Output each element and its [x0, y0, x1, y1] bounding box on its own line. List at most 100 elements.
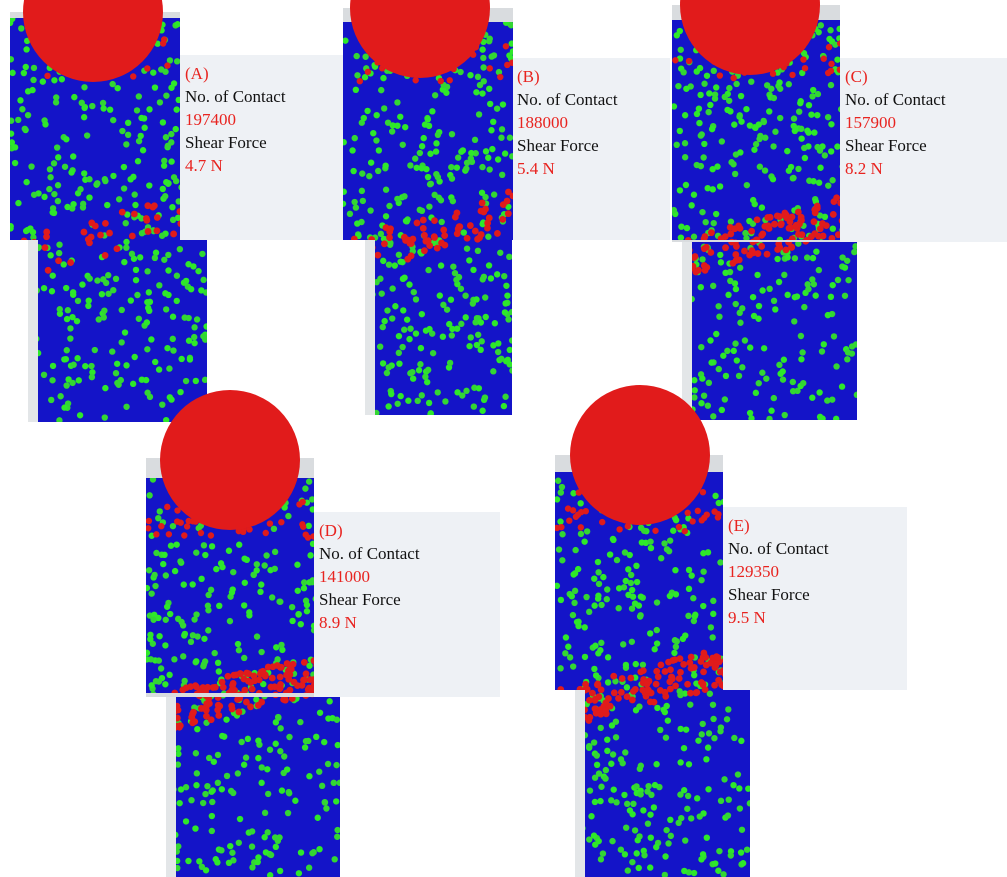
particle	[51, 160, 57, 166]
particle	[63, 285, 69, 291]
particle	[792, 128, 798, 134]
particle	[852, 243, 858, 249]
particle	[352, 297, 358, 303]
particle	[410, 375, 416, 381]
particle	[193, 611, 199, 617]
particle	[737, 320, 743, 326]
particle	[149, 730, 156, 737]
particle	[558, 597, 564, 603]
particle	[600, 574, 606, 580]
particle	[426, 123, 432, 129]
particle	[407, 370, 413, 376]
particle	[623, 662, 629, 668]
particle	[397, 114, 403, 120]
particle	[476, 385, 482, 391]
particle	[438, 78, 444, 84]
particle	[722, 270, 728, 276]
particle	[479, 90, 485, 96]
particle	[717, 728, 723, 734]
particle	[736, 257, 743, 264]
particle	[559, 531, 565, 537]
particle	[706, 730, 712, 736]
particle	[682, 154, 688, 160]
particle	[853, 341, 859, 347]
particle	[191, 334, 197, 340]
particle	[826, 44, 832, 50]
particle	[634, 850, 640, 856]
particle	[684, 681, 691, 688]
particle	[716, 848, 722, 854]
particle	[498, 356, 504, 362]
particle	[168, 396, 174, 402]
particle	[417, 150, 423, 156]
particle	[71, 94, 77, 100]
particle	[14, 331, 20, 337]
particle	[22, 371, 28, 377]
particle	[672, 57, 678, 63]
particle	[672, 243, 679, 250]
particle	[77, 412, 83, 418]
particle	[385, 403, 391, 409]
particle	[407, 162, 413, 168]
particle	[758, 243, 765, 250]
particle	[139, 230, 145, 236]
particle	[30, 229, 36, 235]
particle	[647, 538, 653, 544]
particle	[30, 77, 36, 83]
particle	[170, 217, 176, 223]
particle	[744, 846, 750, 852]
particle	[158, 66, 164, 72]
particle	[186, 518, 192, 524]
particle	[708, 229, 715, 236]
particle	[686, 761, 692, 767]
particle	[777, 115, 783, 121]
particle	[352, 135, 358, 141]
particle	[159, 707, 166, 714]
particle	[198, 287, 204, 293]
particle	[672, 656, 679, 663]
particle	[394, 401, 400, 407]
particle	[831, 333, 837, 339]
particle	[558, 524, 564, 530]
particle	[688, 572, 694, 578]
contact-title: No. of Contact	[728, 539, 829, 558]
particle	[381, 240, 388, 247]
particle	[502, 300, 508, 306]
particle	[63, 136, 69, 142]
particle	[265, 664, 272, 671]
particle	[188, 797, 194, 803]
particle	[788, 243, 795, 250]
particle	[272, 741, 278, 747]
particle	[301, 585, 307, 591]
particle	[144, 656, 150, 662]
particle	[145, 525, 151, 531]
particle	[455, 154, 461, 160]
particle	[185, 315, 191, 321]
particle	[712, 860, 718, 866]
particle	[157, 99, 163, 105]
particle	[358, 270, 365, 277]
particle	[16, 268, 23, 275]
particle	[104, 202, 110, 208]
particle	[800, 380, 806, 386]
particle	[227, 843, 233, 849]
particle	[143, 377, 149, 383]
particle	[205, 627, 211, 633]
particle	[157, 748, 163, 754]
particle	[754, 272, 760, 278]
particle	[100, 276, 106, 282]
particle	[598, 602, 604, 608]
particle	[821, 341, 827, 347]
particle	[768, 86, 774, 92]
particle	[747, 800, 753, 806]
particle	[667, 666, 674, 673]
particle	[483, 148, 489, 154]
particle	[385, 364, 391, 370]
particle	[88, 363, 94, 369]
particle	[491, 191, 497, 197]
particle	[57, 306, 63, 312]
particle	[419, 392, 425, 398]
particle	[236, 647, 242, 653]
particle	[494, 105, 500, 111]
particle	[403, 218, 409, 224]
